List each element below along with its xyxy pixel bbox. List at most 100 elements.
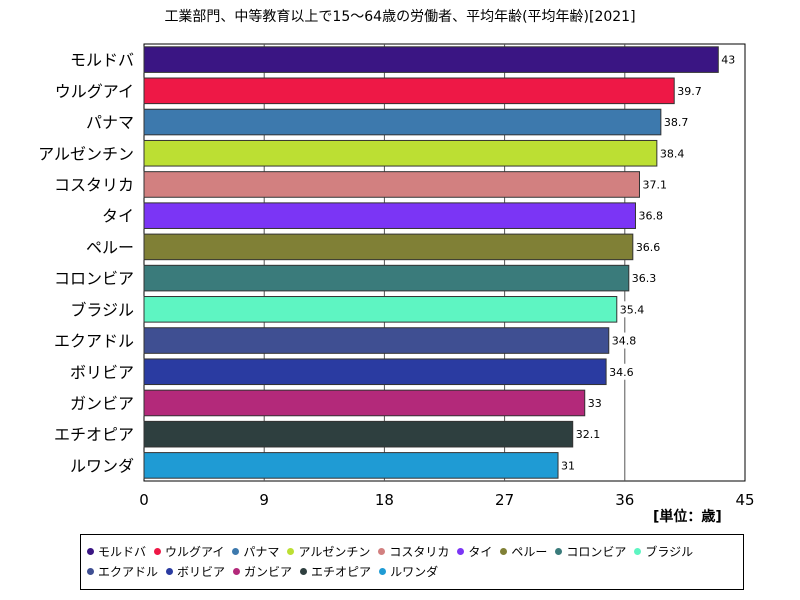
legend-item: ボリビア — [166, 561, 225, 581]
legend-marker-icon — [287, 547, 295, 555]
bar — [143, 171, 640, 198]
legend-label: ガンビア — [244, 564, 293, 579]
value-label: 38.7 — [664, 116, 689, 129]
value-label: 34.8 — [612, 335, 637, 348]
category-label: エクアドル — [54, 332, 134, 351]
bar — [143, 108, 662, 136]
legend-label: ルワンダ — [390, 564, 439, 579]
legend-marker-icon — [166, 567, 174, 575]
legend-item: モルドバ — [87, 541, 146, 561]
value-label-bg — [629, 270, 662, 287]
category-label: パナマ — [86, 113, 134, 132]
category-label: ペルー — [86, 238, 134, 257]
legend-marker-icon — [87, 547, 94, 555]
bar — [143, 139, 658, 167]
value-label-bg — [609, 332, 642, 349]
category-label: コロンビア — [54, 269, 134, 288]
legend-label: ウルグアイ — [165, 544, 225, 559]
bar — [143, 358, 607, 386]
bar — [143, 46, 719, 73]
x-tick-label: 0 — [139, 491, 149, 509]
legend-item: エチオピア — [300, 561, 371, 581]
value-label: 38.4 — [660, 147, 685, 160]
legend-item: アルゼンチン — [287, 541, 370, 561]
category-label: モルドバ — [70, 51, 134, 70]
legend-marker-icon — [154, 547, 162, 555]
value-label: 36.3 — [632, 272, 657, 285]
legend-label: エチオピア — [311, 564, 372, 579]
bar — [143, 389, 586, 417]
category-label: コスタリカ — [54, 175, 134, 194]
value-label-bg — [617, 301, 650, 318]
category-label: ボリビア — [70, 363, 134, 382]
value-label-bg — [607, 363, 640, 380]
category-label: アルゼンチン — [38, 144, 134, 163]
bar — [143, 202, 636, 229]
category-label: タイ — [102, 207, 134, 226]
unit-label: [単位：歳] — [653, 509, 722, 525]
legend-item: コロンビア — [555, 541, 626, 561]
legend-label: ペルー — [511, 544, 548, 559]
value-label: 32.1 — [576, 428, 601, 441]
value-label: 39.7 — [677, 85, 702, 98]
legend-label: アルゼンチン — [298, 544, 371, 559]
legend-marker-icon — [500, 547, 508, 555]
legend-label: エクアドル — [98, 564, 159, 579]
category-label: ルワンダ — [70, 456, 134, 475]
legend-marker-icon — [379, 567, 387, 575]
legend-marker-icon — [233, 567, 241, 575]
value-label-bg — [559, 457, 578, 474]
legend-label: コロンビア — [566, 544, 627, 559]
legend-label: タイ — [468, 544, 493, 559]
value-label-bg — [675, 82, 708, 99]
legend-item: ウルグアイ — [154, 541, 224, 561]
legend-label: ブラジル — [645, 544, 694, 559]
value-label-bg — [573, 426, 606, 443]
value-label-bg — [633, 238, 666, 255]
category-label: エチオピア — [54, 425, 134, 444]
x-tick-label: 18 — [375, 491, 394, 509]
legend-marker-icon — [378, 547, 386, 555]
value-label: 31 — [561, 459, 575, 472]
legend-marker-icon — [555, 547, 563, 555]
legend-label: パナマ — [243, 544, 280, 559]
x-tick-label: 9 — [259, 491, 269, 509]
category-label: ガンビア — [70, 394, 134, 413]
value-label-bg — [719, 51, 738, 68]
legend-label: コスタリカ — [389, 544, 450, 559]
bar — [143, 452, 559, 479]
category-label: ウルグアイ — [55, 82, 134, 101]
value-label: 35.4 — [620, 303, 645, 316]
legend-label: モルドバ — [98, 544, 147, 559]
legend-marker-icon — [300, 567, 308, 575]
value-label: 36.6 — [636, 241, 661, 254]
value-label-bg — [661, 114, 694, 131]
value-label: 33 — [588, 397, 602, 410]
legend-marker-icon — [232, 547, 240, 555]
legend-item: ペルー — [500, 541, 547, 561]
legend: モルドバ ウルグアイ パナマ アルゼンチン コスタリカ タイ ペルー コロンビア ブラジルエクア… — [80, 534, 744, 590]
value-label: 43 — [721, 54, 735, 67]
legend-item: タイ — [457, 541, 492, 561]
value-label-bg — [640, 176, 673, 193]
bar — [143, 264, 630, 292]
value-label-bg — [657, 145, 690, 162]
legend-item: ガンビア — [233, 561, 292, 581]
x-tick-label: 27 — [495, 491, 514, 509]
bar — [143, 233, 634, 261]
x-tick-label: 36 — [615, 491, 634, 509]
value-label: 36.8 — [638, 210, 663, 223]
bar — [143, 420, 574, 448]
bar — [143, 296, 618, 323]
value-label: 34.6 — [609, 366, 634, 379]
bar — [143, 77, 675, 105]
category-label: ブラジル — [70, 300, 134, 319]
value-label-bg — [636, 207, 669, 224]
legend-item: ルワンダ — [379, 561, 438, 581]
bar — [143, 327, 610, 354]
legend-item: エクアドル — [87, 561, 158, 581]
x-tick-label: 45 — [735, 491, 754, 509]
legend-label: ボリビア — [177, 564, 226, 579]
legend-marker-icon — [634, 547, 642, 555]
